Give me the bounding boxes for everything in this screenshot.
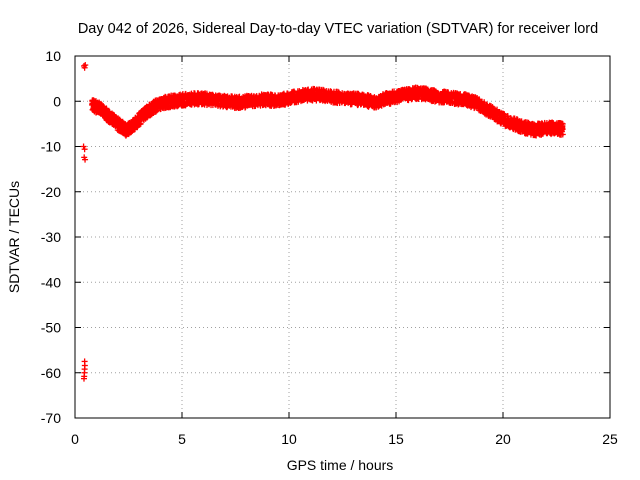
data-point bbox=[80, 143, 87, 150]
y-tick-label: 10 bbox=[45, 48, 61, 64]
chart-title: Day 042 of 2026, Sidereal Day-to-day VTE… bbox=[78, 21, 598, 37]
x-axis-label: GPS time / hours bbox=[287, 457, 394, 473]
y-tick-label: -40 bbox=[41, 274, 61, 290]
y-tick-label: -70 bbox=[41, 410, 61, 426]
data-point bbox=[82, 62, 89, 69]
y-tick-label: -50 bbox=[41, 320, 61, 336]
data-point bbox=[81, 146, 88, 153]
y-tick-label: -60 bbox=[41, 365, 61, 381]
data-points bbox=[80, 62, 566, 382]
x-tick-label: 10 bbox=[281, 431, 297, 447]
x-tick-label: 25 bbox=[602, 431, 618, 447]
x-tick-label: 15 bbox=[388, 431, 404, 447]
x-tick-label: 5 bbox=[178, 431, 186, 447]
x-tick-label: 20 bbox=[495, 431, 511, 447]
y-tick-label: -20 bbox=[41, 184, 61, 200]
ticks: 0 5 10 15 20 25 10 0 -10 -20 -30 -40 -50 -60 -70 bbox=[41, 48, 618, 447]
data-point bbox=[82, 156, 89, 163]
data-point bbox=[80, 375, 87, 382]
y-tick-label: -10 bbox=[41, 139, 61, 155]
y-axis-label: SDTVAR / TECUs bbox=[6, 181, 22, 293]
y-tick-label: -30 bbox=[41, 229, 61, 245]
y-tick-label: 0 bbox=[53, 93, 61, 109]
x-tick-label: 0 bbox=[71, 431, 79, 447]
